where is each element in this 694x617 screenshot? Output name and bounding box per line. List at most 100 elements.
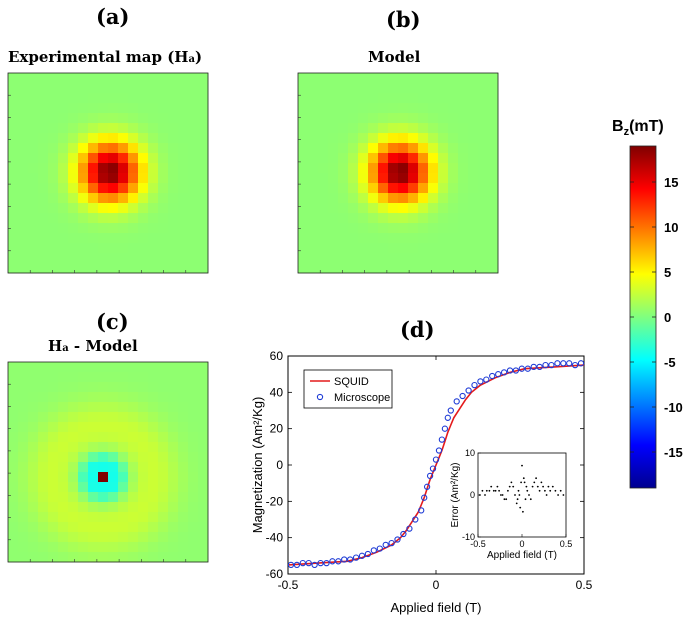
heatmap-cell	[108, 532, 119, 543]
heatmap-cell	[18, 422, 29, 433]
heatmap-cell	[48, 432, 59, 443]
heatmap-cell	[128, 492, 139, 503]
heatmap-cell	[168, 153, 179, 164]
heatmap-cell	[98, 113, 109, 124]
heatmap-cell	[18, 263, 29, 274]
panel-c-title-rest: - Model	[68, 337, 138, 355]
heatmap-cell	[438, 243, 449, 254]
heatmap-cell	[408, 73, 419, 84]
heatmap-cell	[468, 113, 479, 124]
inset-point	[490, 485, 493, 488]
heatmap-cell	[138, 522, 149, 533]
heatmap-cell	[18, 382, 29, 393]
heatmap-cell	[38, 412, 49, 423]
heatmap-cell	[28, 482, 39, 493]
heatmap-cell	[98, 512, 109, 523]
heatmap-cell	[378, 233, 389, 244]
inset-point	[529, 498, 532, 501]
heatmap-cell	[38, 163, 49, 174]
heatmap-cell	[368, 193, 379, 204]
heatmap-cell	[98, 532, 109, 543]
inset-plot: -0.5 0 0.5 10 0 -10 Applied field (T) Error (Am…	[450, 448, 572, 561]
inset-point	[522, 510, 524, 513]
heatmap-cell	[428, 153, 439, 164]
heatmap-cell	[108, 402, 119, 413]
heatmap-cell	[128, 412, 139, 423]
heatmap-cell	[398, 233, 409, 244]
heatmap-cell	[198, 93, 209, 104]
heatmap-cell	[318, 183, 329, 194]
heatmap-cell	[38, 73, 49, 84]
heatmap-cell	[448, 263, 459, 274]
heatmap-cell	[98, 432, 109, 443]
heatmap-cell	[48, 542, 59, 553]
inset-point	[492, 489, 495, 492]
heatmap-cell	[118, 93, 129, 104]
heatmap-cell	[68, 93, 79, 104]
heatmap-cell	[68, 522, 79, 533]
heatmap-cell	[158, 173, 169, 184]
heatmap-cell	[108, 193, 119, 204]
heatmap-cell	[188, 392, 199, 403]
heatmap-cell	[308, 173, 319, 184]
y-tick-label: -40	[266, 531, 284, 545]
heatmap-cell	[68, 452, 79, 463]
heatmap-cell	[88, 462, 99, 473]
heatmap-cell	[168, 432, 179, 443]
heatmap-cell	[438, 213, 449, 224]
heatmap-cell	[388, 83, 399, 94]
heatmap-cell	[298, 213, 309, 224]
heatmap-cell	[188, 442, 199, 453]
heatmap-cell	[188, 452, 199, 463]
inset-point	[544, 489, 546, 492]
inset-point	[516, 498, 519, 501]
heatmap-cell	[58, 233, 69, 244]
heatmap-cell	[178, 83, 189, 94]
heatmap-cell	[198, 153, 209, 164]
heatmap-cell	[328, 83, 339, 94]
heatmap-cell	[28, 243, 39, 254]
inset-point	[501, 494, 504, 496]
heatmap-cell	[388, 123, 399, 134]
heatmap-cell	[78, 133, 89, 144]
heatmap-cell	[198, 233, 209, 244]
heatmap-cell	[138, 73, 149, 84]
microscope-point	[571, 361, 579, 369]
heatmap-cell	[368, 133, 379, 144]
heatmap-cell	[98, 233, 109, 244]
heatmap-cell	[168, 93, 179, 104]
heatmap-cell	[448, 73, 459, 84]
heatmap-cell	[148, 412, 159, 423]
heatmap-cell	[128, 163, 139, 174]
heatmap-cell	[408, 93, 419, 104]
heatmap-cell	[98, 213, 109, 224]
heatmap-cell	[308, 253, 319, 264]
heatmap-cell	[68, 203, 79, 214]
heatmap-cell	[28, 462, 39, 473]
colorbar-tick-label: 15	[664, 175, 678, 190]
heatmap-cell	[78, 163, 89, 174]
heatmap-cell	[468, 213, 479, 224]
heatmap-cell	[368, 253, 379, 264]
heatmap-cell	[478, 173, 489, 184]
heatmap-cell	[398, 213, 409, 224]
heatmap-cell	[108, 223, 119, 234]
heatmap-cell	[138, 213, 149, 224]
heatmap-cell	[438, 113, 449, 124]
hysteresis-plot: -0.5 0 0.5 60 40 20 0 -20 -40 -60 Applied field (T…	[250, 349, 593, 615]
heatmap-cell	[8, 203, 19, 214]
heatmap-cell	[158, 392, 169, 403]
heatmap-cell	[28, 522, 39, 533]
heatmap-cell	[158, 253, 169, 264]
heatmap-cell	[98, 153, 109, 164]
microscope-point	[524, 365, 531, 372]
heatmap-cell	[338, 113, 349, 124]
heatmap-cell	[178, 123, 189, 134]
microscope-point	[329, 558, 336, 565]
heatmap-cell	[398, 143, 409, 154]
heatmap-cell	[318, 153, 329, 164]
heatmap-cell	[158, 73, 169, 84]
heatmap-cell	[388, 153, 399, 164]
heatmap-cell	[358, 183, 369, 194]
heatmap-cell	[128, 422, 139, 433]
